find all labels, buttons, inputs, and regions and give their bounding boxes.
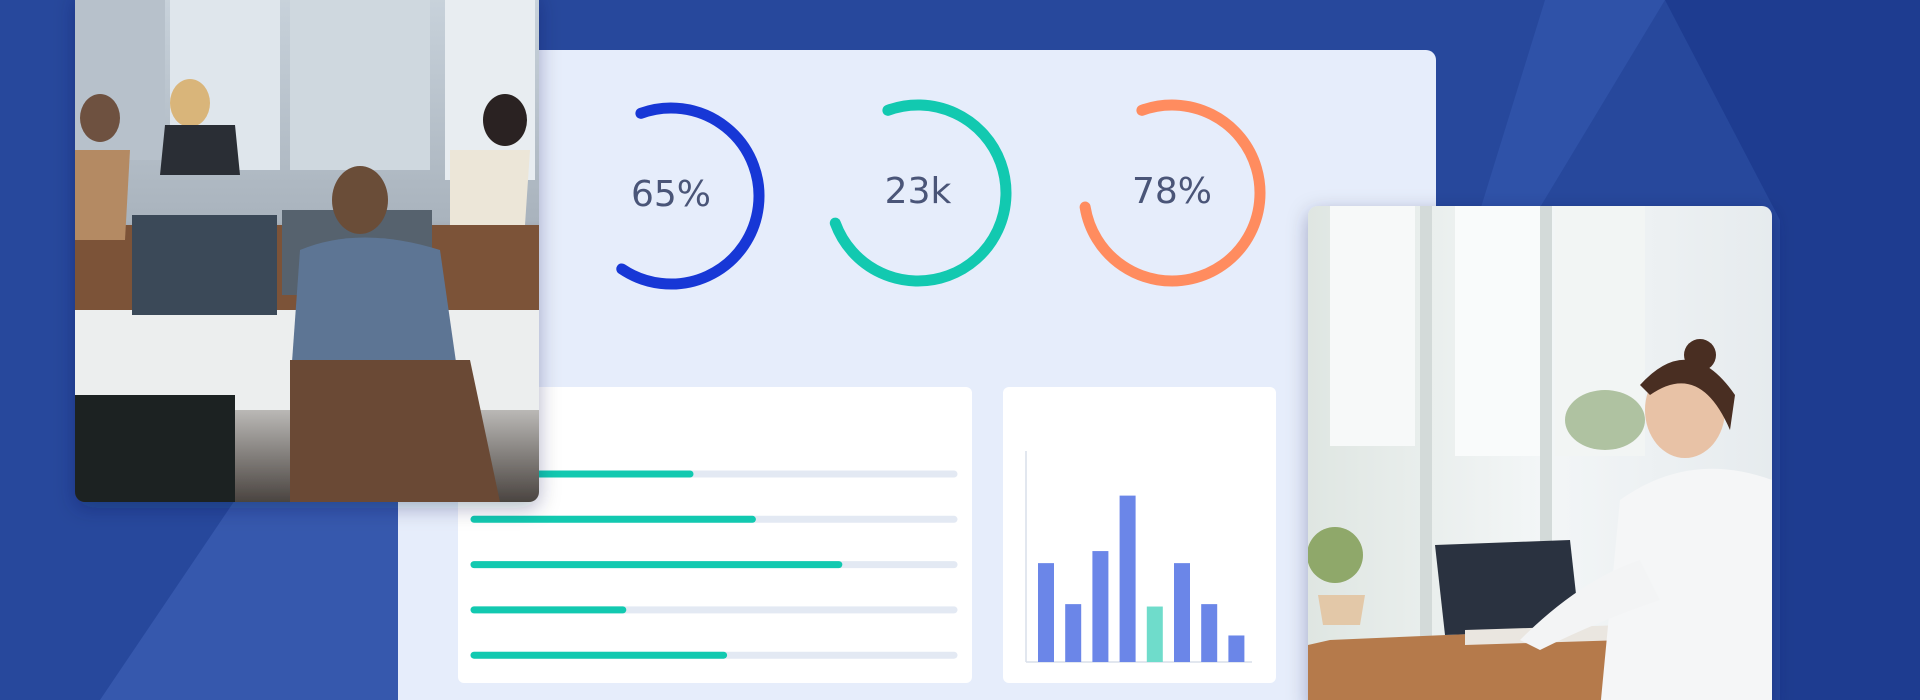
bar (1228, 635, 1245, 662)
bar-chart (1025, 451, 1252, 663)
bg-stripe (100, 500, 400, 700)
office-photo (75, 0, 539, 502)
bar (1092, 551, 1109, 662)
bar (1146, 606, 1163, 662)
bar (1065, 604, 1082, 662)
ring-arc (616, 102, 765, 290)
ring-label: 65% (631, 174, 711, 215)
bar (1119, 495, 1136, 662)
rings: 65% 23k 78% (616, 99, 1266, 290)
bar (1038, 563, 1054, 662)
bg-stripe (1665, 0, 1920, 700)
laptop-photo (1308, 206, 1772, 700)
bar (1174, 563, 1190, 662)
ring-arc (829, 99, 1012, 287)
ring-label: 78% (1132, 171, 1212, 212)
ring-arc (1079, 99, 1266, 287)
ring-label: 23k (885, 171, 952, 212)
bar (1201, 604, 1218, 662)
